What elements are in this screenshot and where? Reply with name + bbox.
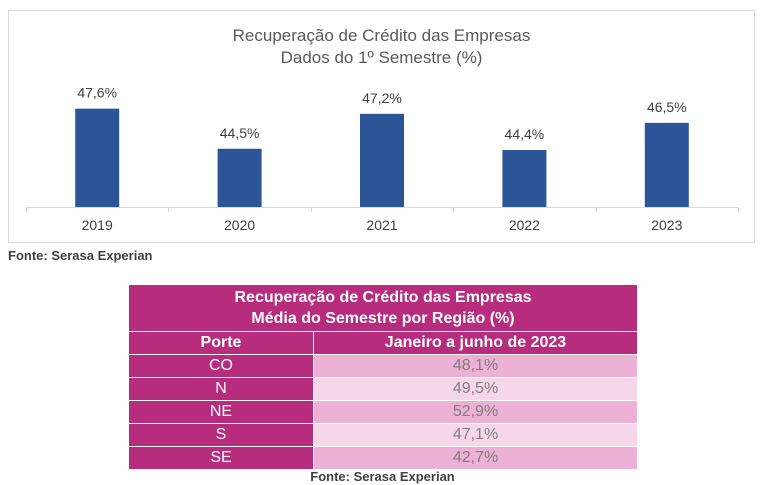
col-header-period: Janeiro a junho de 2023: [312, 331, 639, 355]
bar-chart: 47,6% 2019 44,5% 2020 47,2% 2021 44,4% 2022 46,5…: [26, 85, 739, 233]
data-label-2019: 47,6%: [77, 85, 117, 101]
data-label-2023: 46,5%: [647, 99, 687, 115]
table-row: N 49,5%: [128, 377, 639, 401]
table-row: NE 52,9%: [128, 400, 639, 424]
table-row: S 47,1%: [128, 423, 639, 447]
table-source: Fonte: Serasa Experian: [310, 469, 455, 484]
table-title-line2: Média do Semestre por Região (%): [251, 310, 515, 327]
x-tick-label-2023: 2023: [651, 217, 682, 233]
region-cell: N: [128, 377, 314, 401]
bar-2022: [502, 150, 547, 207]
x-tick-label-2022: 2022: [509, 217, 540, 233]
col-header-porte: Porte: [128, 331, 314, 355]
x-tick-label-2019: 2019: [82, 217, 113, 233]
value-cell: 42,7%: [312, 446, 639, 470]
region-cell: SE: [128, 446, 314, 470]
x-tick-label-2021: 2021: [366, 217, 397, 233]
chart-title-line1: Recuperação de Crédito das Empresas: [232, 26, 531, 45]
region-cell: CO: [128, 354, 314, 378]
chart-card: Recuperação de Crédito das Empresas Dado…: [8, 10, 755, 243]
table-row: CO 48,1%: [128, 354, 639, 378]
chart-subtitle: Dados do 1º Semestre (%): [280, 48, 483, 67]
data-label-2022: 44,4%: [505, 126, 545, 142]
bar-2019: [75, 108, 120, 207]
table-title: Recuperação de Crédito das Empresas Médi…: [127, 284, 639, 332]
region-cell: S: [128, 423, 314, 447]
bar-2021: [360, 113, 404, 207]
bar-2023: [644, 122, 689, 207]
data-label-2021: 47,2%: [362, 90, 402, 106]
region-cell: NE: [128, 400, 314, 424]
table-title-line1: Recuperação de Crédito das Empresas: [234, 289, 532, 306]
chart-title: Recuperação de Crédito das Empresas Dado…: [9, 25, 754, 69]
data-label-2020: 44,5%: [220, 125, 260, 141]
table-row: SE 42,7%: [128, 446, 639, 470]
value-cell: 48,1%: [312, 354, 639, 378]
chart-source: Fonte: Serasa Experian: [8, 248, 153, 263]
value-cell: 49,5%: [312, 377, 639, 401]
value-cell: 47,1%: [312, 423, 639, 447]
region-table: Recuperação de Crédito das Empresas Médi…: [127, 284, 639, 470]
value-cell: 52,9%: [312, 400, 639, 424]
bar-2020: [217, 148, 262, 207]
x-tick-label-2020: 2020: [224, 217, 255, 233]
